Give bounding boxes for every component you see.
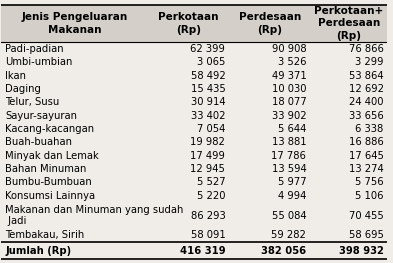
- Text: 58 492: 58 492: [191, 70, 225, 81]
- Text: Konsumsi Lainnya: Konsumsi Lainnya: [5, 190, 95, 200]
- Text: 17 645: 17 645: [349, 150, 384, 160]
- Text: 5 644: 5 644: [278, 124, 307, 134]
- Text: 398 932: 398 932: [339, 246, 384, 256]
- Text: 76 866: 76 866: [349, 44, 384, 54]
- Text: 24 400: 24 400: [349, 97, 384, 107]
- Text: 12 692: 12 692: [349, 84, 384, 94]
- Text: 62 399: 62 399: [191, 44, 225, 54]
- Text: 19 982: 19 982: [191, 137, 225, 147]
- Text: 7 054: 7 054: [197, 124, 225, 134]
- Text: Perkotaan+
Perdesaan
(Rp): Perkotaan+ Perdesaan (Rp): [314, 6, 384, 41]
- Text: Bahan Minuman: Bahan Minuman: [5, 164, 86, 174]
- Text: 30 914: 30 914: [191, 97, 225, 107]
- Text: 5 527: 5 527: [196, 177, 225, 187]
- FancyBboxPatch shape: [2, 5, 387, 42]
- Text: Umbi-umbian: Umbi-umbian: [5, 57, 73, 67]
- Text: Jumlah (Rp): Jumlah (Rp): [5, 246, 72, 256]
- Text: 59 282: 59 282: [272, 230, 307, 240]
- Text: 13 594: 13 594: [272, 164, 307, 174]
- Text: 3 065: 3 065: [197, 57, 225, 67]
- Text: 416 319: 416 319: [180, 246, 225, 256]
- Text: 5 106: 5 106: [355, 190, 384, 200]
- Text: 70 455: 70 455: [349, 210, 384, 220]
- Text: 33 402: 33 402: [191, 110, 225, 120]
- Text: 33 656: 33 656: [349, 110, 384, 120]
- Text: Bumbu-Bumbuan: Bumbu-Bumbuan: [5, 177, 92, 187]
- Text: 58 695: 58 695: [349, 230, 384, 240]
- Text: Kacang-kacangan: Kacang-kacangan: [5, 124, 94, 134]
- Text: Perkotaan
(Rp): Perkotaan (Rp): [158, 12, 219, 35]
- Text: Padi-padian: Padi-padian: [5, 44, 64, 54]
- Text: Makanan dan Minuman yang sudah
 Jadi: Makanan dan Minuman yang sudah Jadi: [5, 205, 184, 226]
- Text: 3 299: 3 299: [355, 57, 384, 67]
- Text: 55 084: 55 084: [272, 210, 307, 220]
- Text: 16 886: 16 886: [349, 137, 384, 147]
- Text: 17 786: 17 786: [272, 150, 307, 160]
- Text: 33 902: 33 902: [272, 110, 307, 120]
- Text: 15 435: 15 435: [191, 84, 225, 94]
- Text: Sayur-sayuran: Sayur-sayuran: [5, 110, 77, 120]
- Text: 5 756: 5 756: [355, 177, 384, 187]
- Text: Ikan: Ikan: [5, 70, 26, 81]
- Text: Tembakau, Sirih: Tembakau, Sirih: [5, 230, 84, 240]
- Text: 12 945: 12 945: [191, 164, 225, 174]
- Text: Minyak dan Lemak: Minyak dan Lemak: [5, 150, 99, 160]
- Text: 53 864: 53 864: [349, 70, 384, 81]
- Text: 90 908: 90 908: [272, 44, 307, 54]
- Text: Jenis Pengeluaran
Makanan: Jenis Pengeluaran Makanan: [22, 12, 128, 35]
- Text: Buah-buahan: Buah-buahan: [5, 137, 72, 147]
- Text: Telur, Susu: Telur, Susu: [5, 97, 59, 107]
- Text: 3 526: 3 526: [278, 57, 307, 67]
- Text: Perdesaan
(Rp): Perdesaan (Rp): [239, 12, 301, 35]
- Text: 13 274: 13 274: [349, 164, 384, 174]
- Text: 5 977: 5 977: [278, 177, 307, 187]
- Text: 17 499: 17 499: [191, 150, 225, 160]
- Text: 382 056: 382 056: [261, 246, 307, 256]
- Text: 58 091: 58 091: [191, 230, 225, 240]
- Text: 86 293: 86 293: [191, 210, 225, 220]
- Text: 5 220: 5 220: [197, 190, 225, 200]
- Text: 4 994: 4 994: [278, 190, 307, 200]
- Text: Daging: Daging: [5, 84, 41, 94]
- Text: 18 077: 18 077: [272, 97, 307, 107]
- Text: 6 338: 6 338: [355, 124, 384, 134]
- Text: 13 881: 13 881: [272, 137, 307, 147]
- Text: 49 371: 49 371: [272, 70, 307, 81]
- Text: 10 030: 10 030: [272, 84, 307, 94]
